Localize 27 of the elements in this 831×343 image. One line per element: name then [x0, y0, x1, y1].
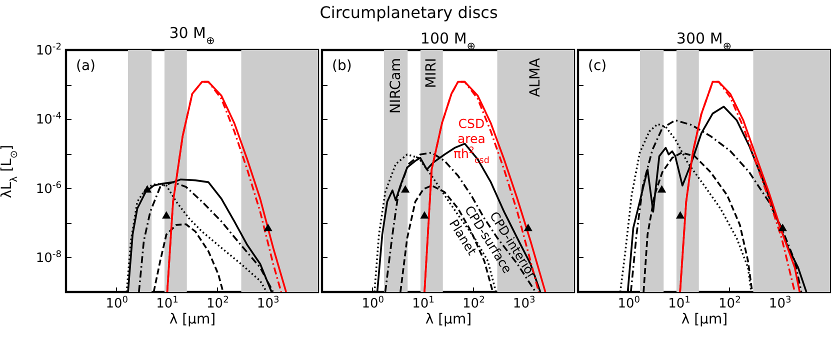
y-tick-label: 10$^{-6}$ [36, 180, 62, 197]
chart-subtitle: 30 M$_{⊕}$ [169, 24, 215, 47]
x-tick-label: 10$^{2}$ [462, 296, 485, 312]
y-tick-label: 10$^{-8}$ [36, 250, 62, 266]
x-tick-label: 10$^{3}$ [768, 296, 792, 312]
band-label: NIRCam [388, 58, 404, 114]
x-tick-label: 10$^{3}$ [512, 296, 536, 312]
band-label: MIRI [424, 58, 440, 88]
band-label: ALMA [528, 58, 544, 98]
x-tick-label: 10$^{1}$ [412, 296, 434, 312]
y-tick-label: 10$^{-4}$ [36, 112, 62, 128]
x-tick-label: 10$^{0}$ [618, 296, 640, 312]
y-tick-label: 10$^{-2}$ [36, 42, 62, 58]
annotation: (b) [332, 58, 352, 74]
x-tick-label: 10$^{0}$ [106, 296, 128, 312]
x-tick-label: 10$^{3}$ [256, 296, 280, 312]
x-tick-label: 10$^{1}$ [156, 296, 178, 312]
x-axis-title: λ [μm] [425, 312, 472, 328]
annotation: (a) [76, 58, 96, 74]
x-tick-label: 10$^{2}$ [718, 296, 741, 312]
x-axis-title: λ [μm] [169, 312, 216, 328]
x-tick-label: 10$^{0}$ [362, 296, 384, 312]
x-axis-title: λ [μm] [681, 312, 728, 328]
x-tick-label: 10$^{1}$ [668, 296, 690, 312]
x-tick-label: 10$^{2}$ [206, 296, 229, 312]
chart-title: Circumplanetary discs [320, 2, 498, 22]
annotation: (c) [588, 58, 607, 74]
